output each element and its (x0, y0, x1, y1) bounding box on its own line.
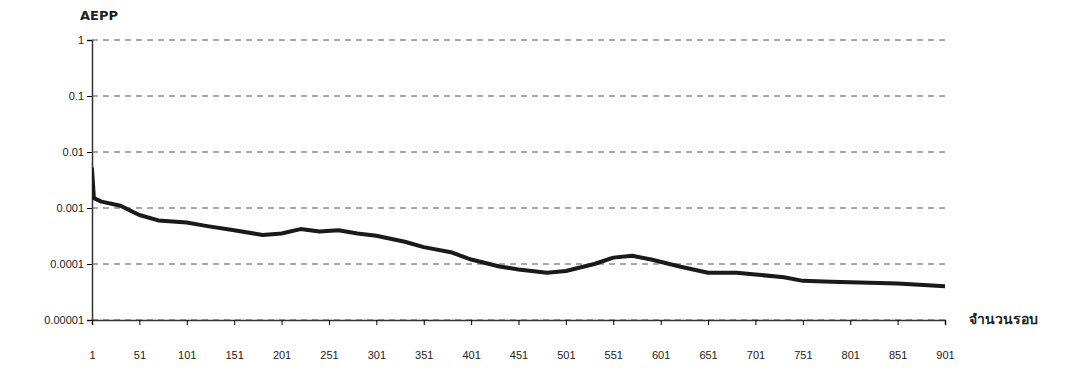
x-tick: 51 (134, 320, 146, 361)
x-tick: 251 (320, 320, 338, 361)
x-tick: 501 (557, 320, 575, 361)
chart: 0.000010.00010.0010.010.1115110115120125… (0, 0, 1086, 374)
x-tick-mark (613, 320, 614, 325)
y-tick-label: 0.0001 (50, 258, 84, 270)
x-tick-mark (661, 320, 662, 325)
grid-line (92, 208, 945, 209)
x-tick-label: 101 (178, 349, 196, 361)
x-tick-label: 601 (652, 349, 670, 361)
x-tick-label: 551 (605, 349, 623, 361)
y-axis: 0.00001 0.0001 0.001 0.01 0.1 1 (44, 34, 92, 326)
x-tick-label: 851 (889, 349, 907, 361)
grid (92, 40, 945, 320)
x-tick-label: 751 (794, 349, 812, 361)
x-tick-mark (803, 320, 804, 325)
y-tick-mark (87, 208, 92, 209)
x-tick-mark (92, 320, 93, 325)
x-tick-label: 801 (842, 349, 860, 361)
y-tick-mark (87, 96, 92, 97)
x-tick-label: 1 (89, 349, 95, 361)
y-tick: 0.01 (63, 146, 92, 158)
y-tick-mark (87, 320, 92, 321)
x-tick-label: 651 (699, 349, 717, 361)
x-tick-mark (376, 320, 377, 325)
x-tick-label: 901 (936, 349, 954, 361)
x-axis: 1511011512012513013514014515015516016517… (89, 320, 954, 361)
y-tick-mark (87, 152, 92, 153)
grid-line (92, 40, 945, 41)
x-tick: 451 (510, 320, 528, 361)
y-tick: 0.0001 (50, 258, 92, 270)
x-tick-mark (282, 320, 283, 325)
x-tick: 751 (794, 320, 812, 361)
y-tick: 0.1 (69, 90, 92, 102)
x-tick-label: 201 (273, 349, 291, 361)
x-tick-mark (424, 320, 425, 325)
x-tick-label: 51 (134, 349, 146, 361)
x-tick-mark (850, 320, 851, 325)
x-tick-label: 701 (747, 349, 765, 361)
x-axis-line (93, 321, 946, 326)
x-tick: 601 (652, 320, 670, 361)
x-tick-label: 351 (415, 349, 433, 361)
x-tick-mark (755, 320, 756, 325)
y-tick-label: 0.1 (69, 90, 84, 102)
x-tick-label: 401 (462, 349, 480, 361)
x-tick: 201 (273, 320, 291, 361)
y-tick-label: 0.01 (63, 146, 84, 158)
x-tick: 901 (936, 320, 954, 361)
x-tick: 1 (89, 320, 95, 361)
x-tick: 301 (368, 320, 386, 361)
x-tick-mark (519, 320, 520, 325)
x-tick-mark (187, 320, 188, 325)
grid-line (92, 264, 945, 265)
y-axis-line (87, 41, 93, 321)
x-tick-label: 251 (320, 349, 338, 361)
x-tick: 401 (462, 320, 480, 361)
x-tick-label: 501 (557, 349, 575, 361)
y-tick-label: 0.001 (56, 202, 84, 214)
x-tick: 701 (747, 320, 765, 361)
y-axis-title: AEPP (80, 8, 118, 23)
y-tick-label: 1 (78, 34, 84, 46)
y-tick: 0.001 (56, 202, 92, 214)
plot-area (92, 169, 945, 286)
x-axis-title: จำนวนรอบ (969, 311, 1038, 327)
x-tick-label: 451 (510, 349, 528, 361)
data-line (92, 169, 945, 286)
x-tick: 851 (889, 320, 907, 361)
x-tick-label: 151 (225, 349, 243, 361)
grid-line (92, 96, 945, 97)
x-tick: 651 (699, 320, 717, 361)
y-tick-mark (87, 264, 92, 265)
x-tick-mark (945, 320, 946, 325)
y-tick-label: 0.00001 (44, 314, 84, 326)
x-tick-mark (898, 320, 899, 325)
x-tick-mark (329, 320, 330, 325)
x-tick: 151 (225, 320, 243, 361)
x-tick: 551 (605, 320, 623, 361)
y-tick-mark (87, 40, 92, 41)
x-tick: 351 (415, 320, 433, 361)
x-tick: 101 (178, 320, 196, 361)
x-tick-label: 301 (368, 349, 386, 361)
y-tick: 0.00001 (44, 314, 92, 326)
x-tick-mark (234, 320, 235, 325)
grid-line (92, 152, 945, 153)
y-tick: 1 (78, 34, 92, 46)
x-tick-mark (566, 320, 567, 325)
x-tick-mark (139, 320, 140, 325)
x-tick-mark (471, 320, 472, 325)
x-tick: 801 (842, 320, 860, 361)
x-tick-mark (708, 320, 709, 325)
